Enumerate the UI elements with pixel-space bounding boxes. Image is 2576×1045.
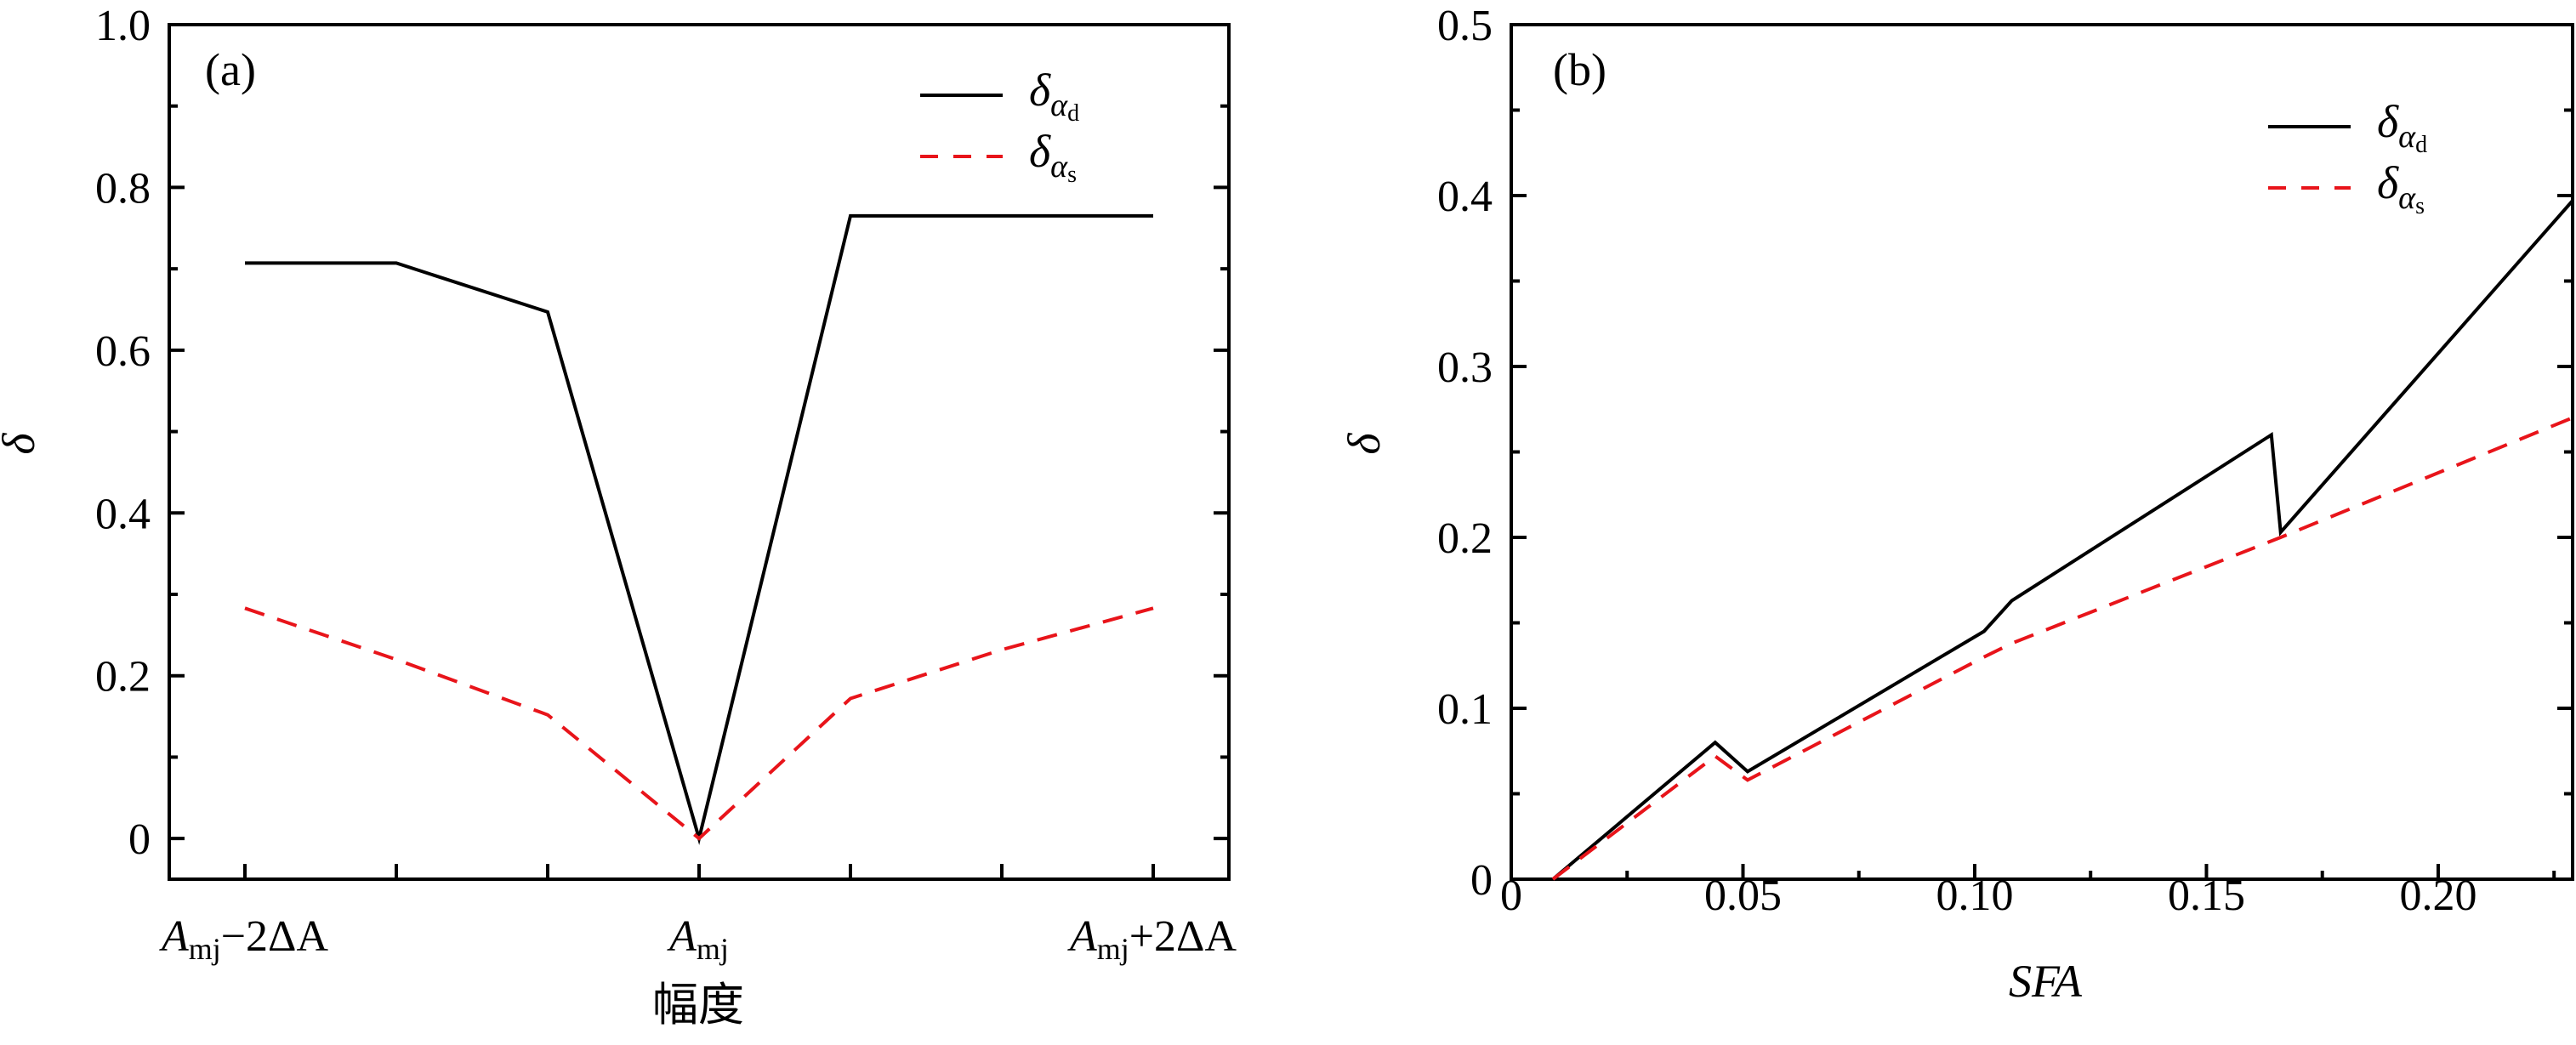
series-line-delta-alpha-s (1551, 416, 2573, 881)
y-tick-label: 0.4 (1437, 173, 1493, 221)
legend-symbol: δ (2377, 157, 2399, 208)
legend-subsub: s (2415, 193, 2425, 219)
y-tick-label: 1.0 (95, 2, 151, 50)
x-axis-label: 幅度 (652, 980, 744, 1031)
x-tick-label-sub: mj (189, 932, 221, 966)
x-tick-label: Amj (667, 912, 729, 966)
x-tick-label-main: A (667, 912, 697, 961)
legend-label: δαs (2377, 157, 2425, 219)
y-tick-label: 0.6 (95, 327, 151, 376)
legend-sub: α (1050, 149, 1068, 185)
y-tick-label: 0 (1470, 856, 1493, 905)
x-tick-label: Amj−2ΔA (159, 912, 329, 966)
panel-label: (b) (1553, 44, 1606, 95)
plot-frame (168, 23, 1231, 881)
x-tick-label-sub: mj (697, 932, 729, 966)
x-tick-label-main: A (159, 912, 189, 961)
legend-sub: α (2398, 119, 2416, 155)
legend-label: δαs (1029, 126, 1077, 188)
x-tick-label: 0.10 (1936, 872, 2013, 920)
y-tick-label: 0.2 (95, 653, 151, 701)
legend-symbol: δ (2377, 96, 2399, 147)
y-tick-label: 0 (128, 815, 151, 864)
panel-label: (a) (205, 44, 256, 95)
x-tick-label-sub: mj (1097, 932, 1129, 966)
y-tick-label: 0.4 (95, 490, 151, 538)
series-line-delta-alpha-d (245, 213, 1153, 845)
legend-label: δαd (1029, 65, 1079, 127)
x-tick-label-rest: +2ΔA (1129, 912, 1237, 961)
x-tick-label: Amj+2ΔA (1067, 912, 1237, 966)
x-tick-label: 0.15 (2168, 872, 2245, 920)
series-line-delta-alpha-d (1551, 199, 2574, 881)
legend-sub: α (2398, 180, 2416, 216)
y-tick-label: 0.1 (1437, 685, 1493, 734)
legend-sub: α (1050, 88, 1068, 123)
y-tick-label: 0.2 (1437, 514, 1493, 563)
x-tick-label: 0.05 (1704, 872, 1782, 920)
y-tick-label: 0.5 (1437, 2, 1493, 50)
y-tick-label: 0.8 (95, 164, 151, 213)
legend-subsub: d (2415, 132, 2427, 158)
y-axis-label: δ (0, 433, 44, 455)
x-tick-label: 0 (1500, 872, 1522, 920)
x-tick-label-main: A (1067, 912, 1097, 961)
legend-symbol: δ (1029, 126, 1051, 177)
x-tick-label-rest: −2ΔA (221, 912, 329, 961)
series-line-delta-alpha-s (244, 606, 1154, 841)
legend-symbol: δ (1029, 65, 1051, 116)
x-tick-label: 0.20 (2399, 872, 2476, 920)
legend-label: δαd (2377, 96, 2427, 158)
y-axis-label: δ (1339, 433, 1390, 455)
y-tick-label: 0.3 (1437, 344, 1493, 392)
legend-subsub: d (1067, 100, 1079, 127)
x-axis-label: SFA (2009, 956, 2083, 1007)
panel-b: 00.10.20.30.40.50 0.05 0.10 0.15 0.20δαdδαs(… (1339, 2, 2574, 1007)
legend-subsub: s (1067, 162, 1077, 188)
